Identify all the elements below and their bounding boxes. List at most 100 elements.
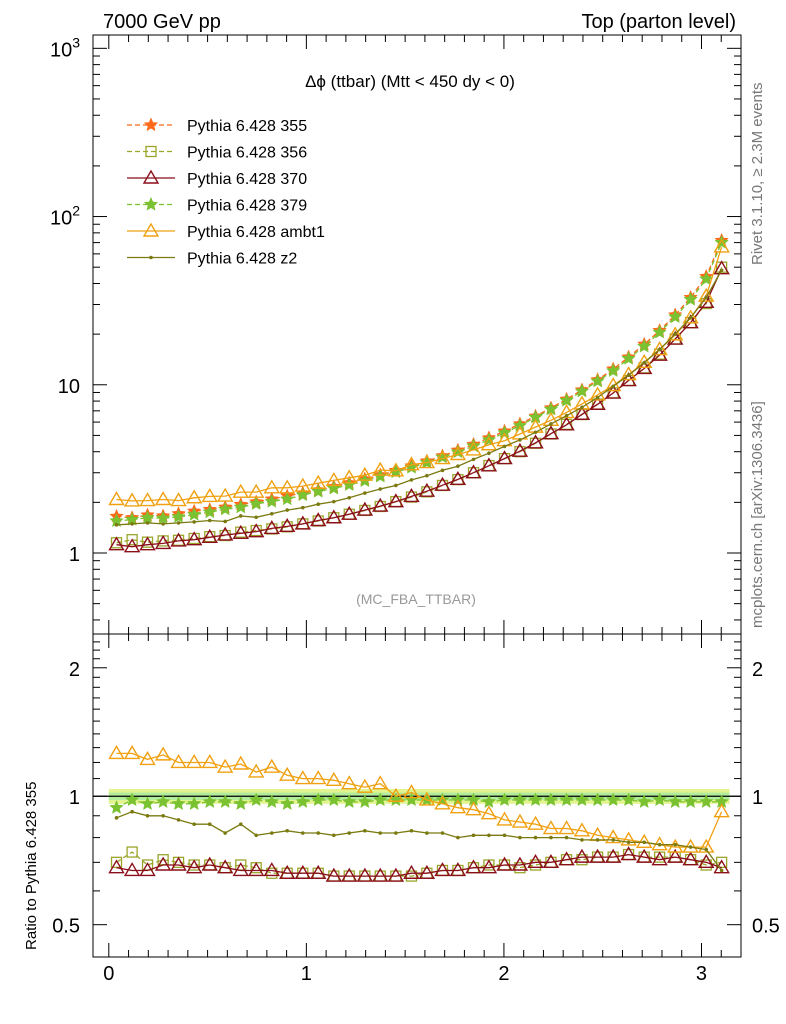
ratio-axis-label: Ratio to Pythia 6.428 355 [23,782,40,950]
data-point-star [217,794,233,809]
data-point-triangle [294,515,312,530]
data-point-dot [363,491,367,495]
data-point-dot [254,515,258,520]
legend: Pythia 6.428 355 Pythia 6.428 356 Pythia 6… [127,117,325,268]
data-point-star [310,483,326,498]
data-point-dot [301,505,305,510]
data-point-triangle [403,784,420,799]
x-tick-label: 2 [498,963,509,985]
data-point-triangle [573,848,591,863]
data-point-triangle [154,856,172,871]
data-point-triangle [170,492,187,507]
data-point-triangle [387,493,405,508]
data-point-star [698,271,714,286]
data-point-dot [238,514,243,518]
data-point-triangle [527,853,544,869]
data-point-star [171,796,186,811]
data-point-triangle [185,531,203,546]
data-point-square [126,846,138,858]
data-point-triangle [449,446,467,461]
data-point-triangle [403,488,420,503]
data-point-triangle [527,434,544,449]
data-point-dot [161,522,165,526]
data-point-triangle [170,532,187,547]
data-point-dot [549,422,553,426]
data-point-star [698,794,714,809]
data-point-star [124,792,140,807]
legend-entry: Pythia 6.428 370 [127,169,307,188]
data-point-star [481,794,497,809]
data-point-dot [176,521,181,525]
data-point-star [171,509,186,524]
data-point-triangle [698,853,715,869]
x-tick-label: 3 [696,963,707,985]
data-point-triangle [325,472,343,487]
data-point-dot [502,833,507,838]
ratio-y-tick-label: 0.5 [52,916,80,938]
legend-label: Pythia 6.428 355 [187,118,307,135]
data-point-triangle [247,483,265,498]
data-point-dot [192,520,196,524]
data-point-dot [580,405,584,410]
data-point-triangle [434,476,451,491]
data-point-triangle [232,483,249,498]
data-point-star [543,792,559,807]
data-point-triangle [558,416,575,431]
data-point-triangle [403,456,420,471]
data-point-dot [145,521,150,525]
data-point-triangle [713,260,730,275]
data-point-dot [409,828,414,833]
data-point-dot [487,833,491,838]
data-point-star [667,309,683,324]
data-point-triangle [247,763,265,778]
data-point-dot [425,831,429,835]
data-point-triangle [123,745,141,760]
data-point-triangle [142,169,160,184]
data-point-triangle [278,864,296,879]
data-point-star [295,487,311,502]
data-point-triangle [372,497,389,512]
data-point-triangle [185,489,203,504]
data-point-triangle [310,770,327,785]
data-point-triangle [170,754,187,769]
data-point-star [310,792,326,807]
legend-label: Pythia 6.428 370 [187,171,307,188]
legend-label: Pythia 6.428 z2 [187,251,297,268]
data-point-dot [207,518,212,523]
data-point-triangle [480,436,498,451]
data-point-dot [626,373,631,378]
series-line [116,242,723,522]
data-point-dot [518,438,522,442]
data-point-triangle [651,341,668,356]
data-point-dot [688,316,693,320]
data-point-triangle [527,815,544,830]
rivet-version-label: Rivet 3.1.10, ≥ 2.3M events [749,83,766,266]
data-point-square [110,856,123,868]
data-point-triangle [142,222,160,237]
series-1 [110,261,728,549]
data-point-triangle [449,799,467,814]
data-point-triangle [263,862,281,877]
data-point-square [145,145,157,158]
data-point-triangle [278,479,296,494]
analysis-watermark: (MC_FBA_TTBAR) [356,591,476,607]
x-axis-labels: 0 1 2 3 [103,963,707,985]
data-point-star [202,504,218,519]
data-point-triangle [666,838,684,853]
data-point-dot [533,835,538,840]
data-point-star [143,196,159,211]
data-point-triangle [418,454,436,469]
data-point-triangle [542,820,560,835]
data-point-triangle [247,523,265,538]
data-point-dot [657,347,662,352]
data-point-triangle [635,353,653,369]
ratio-y-tick-label: 2 [69,659,80,681]
data-point-star [652,792,667,807]
data-point-dot [440,468,445,473]
data-point-triangle [635,848,653,863]
ratio-y-tick-label-right: 1 [752,787,763,809]
ratio-panel: Ratio to Pythia 6.428 355 0.5 0.5 1 1 2 2 [23,633,780,958]
data-point-star [372,792,388,807]
data-point-triangle [666,326,684,341]
data-point-dot [471,833,476,838]
